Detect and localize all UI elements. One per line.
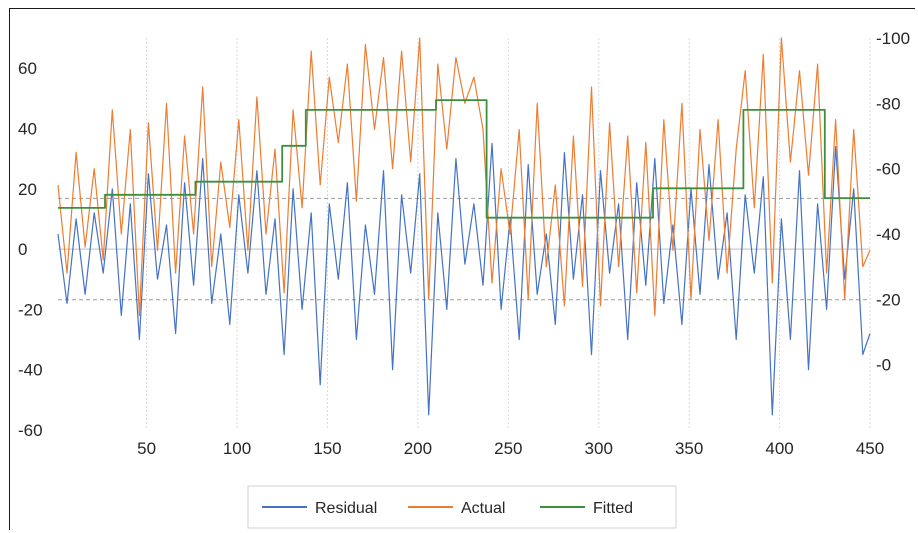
- series-residual-line: [57, 142, 871, 416]
- series-fitted-line: [58, 99, 870, 219]
- right-tick-label: -60: [876, 160, 901, 179]
- legend-box: [247, 485, 677, 529]
- x-tick-label: 100: [223, 439, 251, 458]
- right-tick-label: -0: [876, 356, 891, 375]
- legend: Residual Actual Fitted: [247, 485, 677, 529]
- left-tick-label: -60: [18, 421, 43, 440]
- right-tick-label: -80: [876, 94, 901, 113]
- x-tick-label: 400: [765, 439, 793, 458]
- x-tick-label: 50: [137, 439, 156, 458]
- right-tick-label: -100: [876, 29, 910, 48]
- right-tick-label: -20: [876, 290, 901, 309]
- chart-frame: [9, 8, 915, 530]
- legend-label-fitted: Fitted: [593, 500, 633, 517]
- legend-label-residual: Residual: [315, 500, 377, 517]
- x-tick-label: 200: [404, 439, 432, 458]
- x-tick-label: 300: [585, 439, 613, 458]
- series-layer: [57, 37, 871, 416]
- legend-label-actual: Actual: [461, 500, 505, 517]
- right-tick-label: -40: [876, 225, 901, 244]
- left-tick-label: -20: [18, 300, 43, 319]
- left-tick-label: -40: [18, 361, 43, 380]
- x-tick-label: 350: [675, 439, 703, 458]
- left-tick-label: 40: [18, 119, 37, 138]
- left-tick-label: 20: [18, 180, 37, 199]
- left-tick-label: 0: [18, 240, 27, 259]
- left-tick-label: 60: [18, 59, 37, 78]
- x-tick-label: 250: [494, 439, 522, 458]
- series-actual-line: [57, 37, 871, 317]
- x-tick-label: 150: [313, 439, 341, 458]
- x-tick-label: 450: [856, 439, 884, 458]
- axis-labels: 50 100 150 200 250 300 350 400 4506040200-20-40-…: [18, 29, 910, 458]
